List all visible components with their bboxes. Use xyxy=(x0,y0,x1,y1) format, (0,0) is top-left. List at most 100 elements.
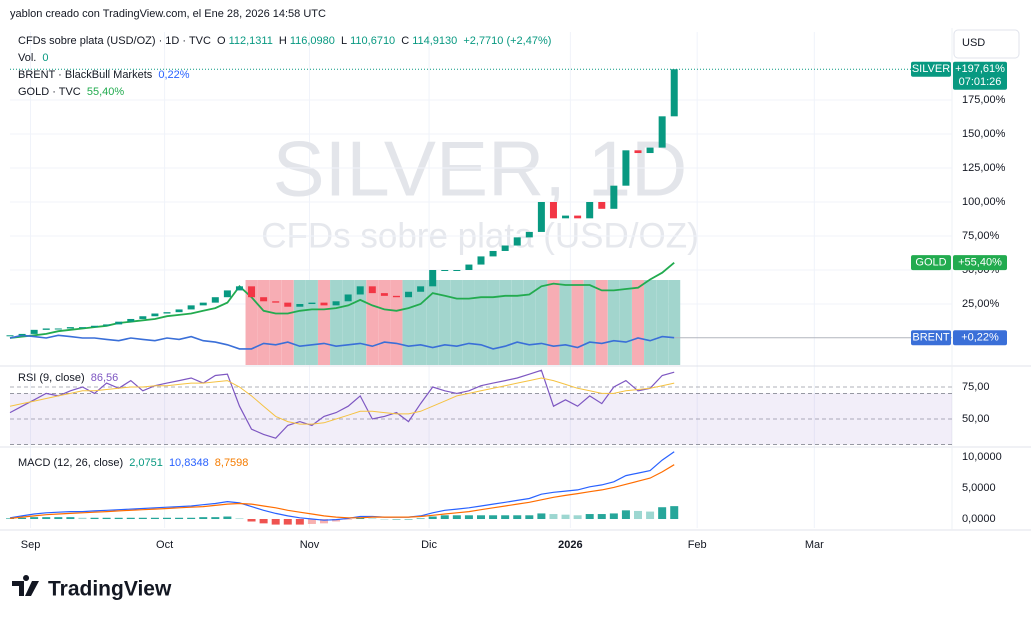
volume-band xyxy=(245,280,258,365)
y-tick-label: 0,0000 xyxy=(962,513,996,525)
candle xyxy=(66,327,74,329)
legend-value: 8,7598 xyxy=(214,457,249,469)
candle xyxy=(151,313,159,317)
volume-band xyxy=(559,280,572,365)
histogram-bar xyxy=(307,519,316,524)
ohlc-key: L xyxy=(340,35,348,47)
volume-band xyxy=(366,280,379,365)
ohlc-key: C xyxy=(401,35,410,47)
volume-band xyxy=(583,280,596,365)
candle xyxy=(537,202,545,232)
series-name-box xyxy=(911,61,951,77)
legend-value: 10,8348 xyxy=(168,457,209,469)
y-tick-label: 5,0000 xyxy=(962,482,996,494)
histogram-bar xyxy=(464,515,473,520)
candle xyxy=(42,328,50,330)
histogram-bar xyxy=(175,517,184,520)
candle xyxy=(658,116,666,148)
histogram-bar xyxy=(380,519,389,520)
y-tick-label: 175,00% xyxy=(962,94,1006,106)
volume-label: Vol. xyxy=(18,52,37,64)
candle xyxy=(103,324,111,326)
y-tick-label: 100,00% xyxy=(962,196,1006,208)
histogram-bar xyxy=(247,519,256,522)
histogram-bar xyxy=(537,513,546,520)
histogram-bar xyxy=(489,515,498,520)
volume-band xyxy=(668,280,681,365)
rsi-legend: RSI (9, close) 86,56 xyxy=(18,372,121,384)
histogram-bar xyxy=(126,517,135,520)
x-tick-label: Nov xyxy=(300,539,320,551)
volume-band xyxy=(450,280,463,365)
candle xyxy=(453,270,461,272)
legend-value: 55,40% xyxy=(86,86,125,98)
candle xyxy=(368,286,376,294)
candle xyxy=(91,325,99,328)
x-tick-label: Feb xyxy=(688,539,707,551)
last-value-label: +197,61% xyxy=(955,63,1005,75)
x-tick-label: Oct xyxy=(156,539,173,551)
candle xyxy=(525,231,533,238)
volume-band xyxy=(414,280,427,365)
x-tick-label: Mar xyxy=(805,539,824,551)
series-name: GOLD xyxy=(915,257,946,269)
candle xyxy=(235,286,243,291)
legend-name: BRENT · BlackBull Markets xyxy=(18,69,153,81)
candle xyxy=(272,301,280,303)
ohlc-key: O xyxy=(217,35,226,47)
histogram-bar xyxy=(6,518,14,520)
last-value-box xyxy=(953,255,1007,271)
volume-band xyxy=(607,280,620,365)
candle xyxy=(308,302,316,305)
candle xyxy=(260,297,268,302)
rsi-band xyxy=(10,393,952,445)
histogram-bar xyxy=(621,510,630,520)
volume-band xyxy=(269,280,282,365)
candle xyxy=(115,321,123,325)
candle xyxy=(429,270,437,287)
candle xyxy=(405,291,413,298)
histogram-bar xyxy=(573,515,582,520)
histogram-bar xyxy=(416,518,425,520)
histogram-bar xyxy=(658,507,667,520)
candle xyxy=(598,202,606,209)
logo: TradingView xyxy=(12,575,172,601)
volume-band xyxy=(342,280,355,365)
candle xyxy=(634,150,642,154)
gold-legend: GOLD · TVC 55,40% xyxy=(18,86,127,98)
volume-band xyxy=(499,280,512,365)
histogram-bar xyxy=(646,511,655,520)
legend-value: 86,56 xyxy=(90,372,119,384)
volume-band xyxy=(402,280,415,365)
histogram-bar xyxy=(501,515,510,520)
candle xyxy=(392,295,400,298)
histogram-bar xyxy=(513,515,522,520)
candle xyxy=(501,245,509,251)
watermark: SILVER, 1D CFDs sobre plata (USD/OZ) xyxy=(261,125,699,256)
line-rsi xyxy=(9,369,675,439)
histogram-bar xyxy=(211,517,220,520)
volume-band xyxy=(487,280,500,365)
candle xyxy=(610,185,618,209)
last-value-box xyxy=(953,330,1007,346)
volume-band xyxy=(438,280,451,365)
volume-band xyxy=(547,280,560,365)
x-tick-label: Dic xyxy=(421,539,437,551)
series-name-box xyxy=(911,255,951,271)
candle xyxy=(465,264,473,271)
histogram-bar xyxy=(597,514,606,520)
y-tick-label: 75,00 xyxy=(962,381,990,393)
histogram-bar xyxy=(199,517,208,520)
main-legend: CFDs sobre plata (USD/OZ) · 1D · TVC O 11… xyxy=(18,35,554,47)
volume-band xyxy=(330,280,343,365)
candle xyxy=(6,335,14,337)
y-tick-label: 125,00% xyxy=(962,162,1006,174)
last-value-label: +55,40% xyxy=(958,257,1002,269)
candle xyxy=(344,294,352,302)
series-name: SILVER xyxy=(912,63,950,75)
candle xyxy=(332,301,340,306)
candle xyxy=(670,69,678,117)
histogram-bar xyxy=(549,514,558,520)
volume-band xyxy=(475,280,487,365)
histogram-bar xyxy=(259,519,268,524)
